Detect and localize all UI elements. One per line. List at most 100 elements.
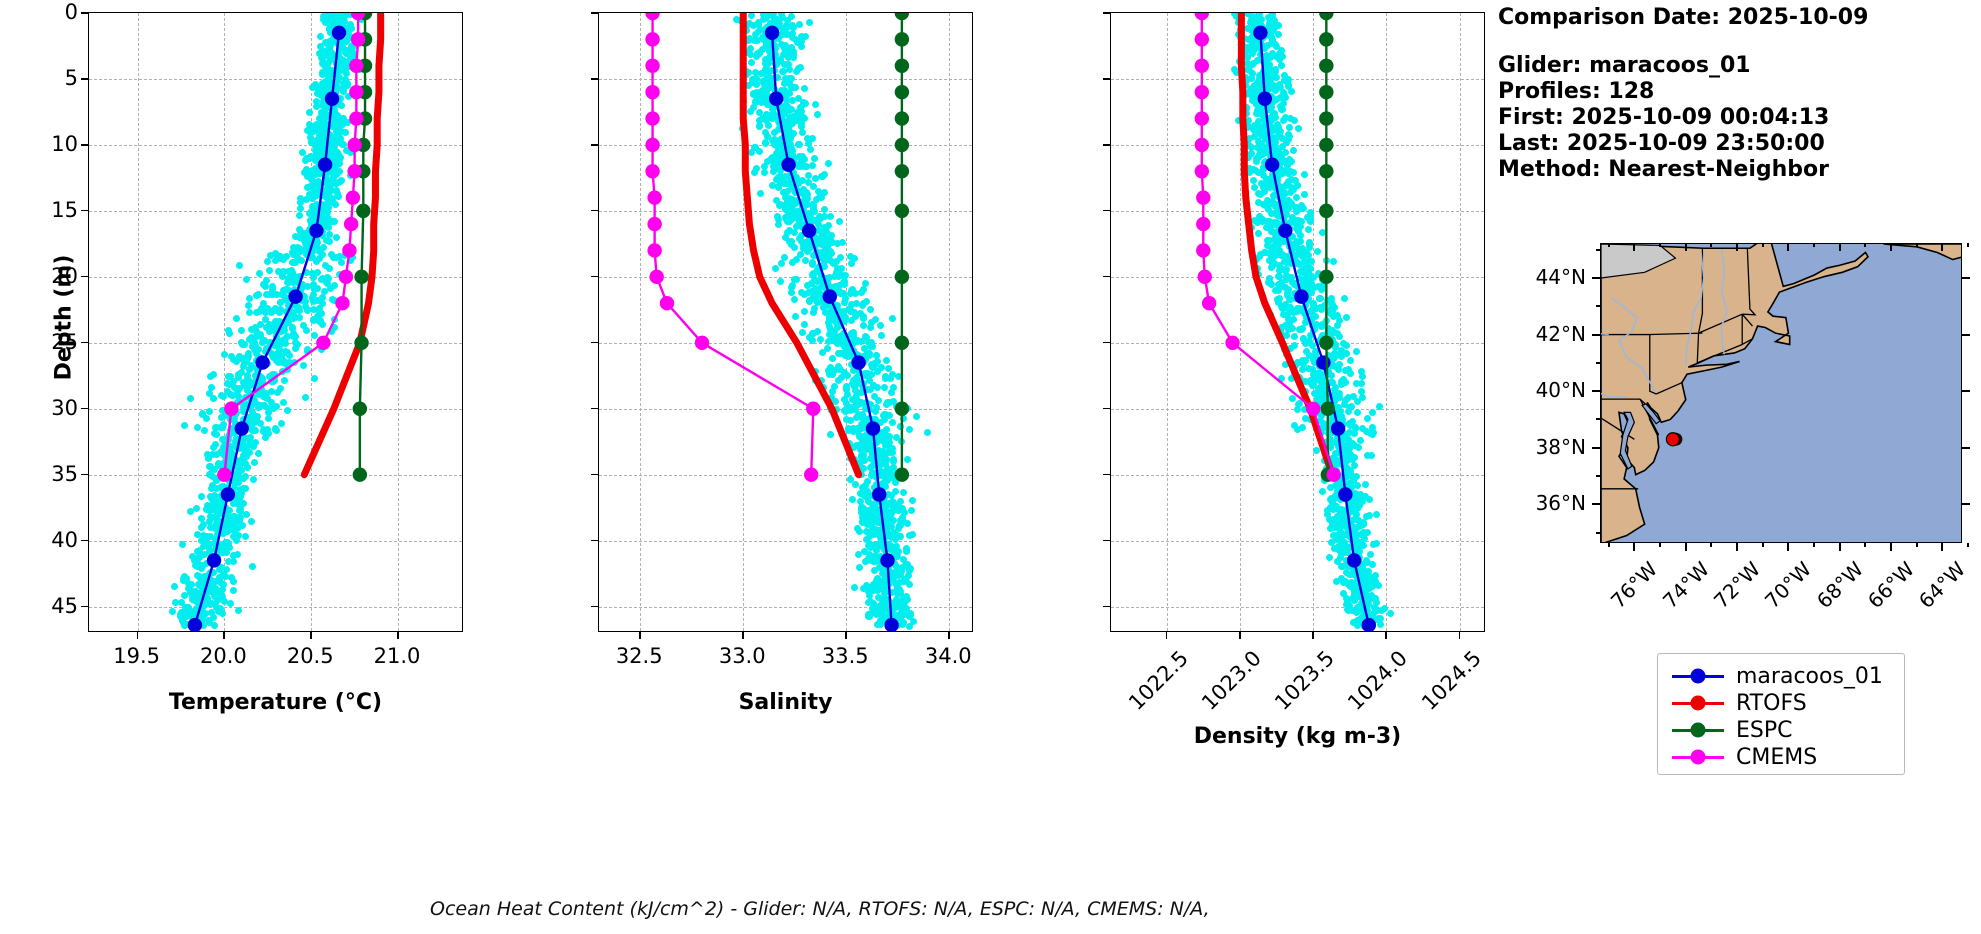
series-marker-maracoos_01 [781, 157, 796, 172]
depth-tick-label: 10 [51, 131, 78, 156]
series-marker-cmems [347, 137, 362, 153]
legend-label: CMEMS [1736, 745, 1818, 770]
map-lon-minor-tick [1915, 543, 1918, 547]
map-lon-tickmark [1787, 543, 1790, 551]
map-lon-tickmark [1890, 543, 1893, 551]
x-tickmark [1165, 632, 1168, 639]
legend-item-rtofs[interactable]: RTOFS [1672, 691, 1807, 716]
map-lon-minor-tick [1761, 543, 1764, 547]
y-tickmark [81, 407, 88, 410]
canada-region [1601, 244, 1677, 279]
state-border [1742, 248, 1757, 316]
gridline-horizontal [599, 474, 972, 476]
depth-tick-label: 0 [64, 0, 78, 24]
x-tick-label: 34.0 [924, 644, 972, 668]
series-marker-maracoos_01 [1338, 487, 1353, 502]
state-border [1649, 334, 1657, 395]
map-lat-label: 44°N [1535, 264, 1586, 289]
temperature-profile-axes [88, 12, 463, 632]
series-marker-cmems [1225, 335, 1240, 350]
series-marker-espc [1319, 58, 1334, 73]
map-lat-tickmark-right [1962, 503, 1970, 506]
map-lat-tickmark-right [1962, 276, 1970, 279]
series-marker-maracoos_01 [1278, 223, 1293, 238]
x-tickmark [845, 632, 847, 639]
y-tickmark [591, 539, 598, 542]
legend-line-swatch [1672, 749, 1724, 765]
map-lat-tickmark-right [1962, 390, 1970, 393]
series-marker-maracoos_01 [764, 25, 780, 40]
y-tickmark [81, 77, 88, 80]
temperature-profile-series-layer [187, 13, 385, 631]
map-lat-minor-tick [1596, 305, 1600, 308]
x-tickmark [397, 632, 399, 639]
map-lon-minor-tick-top [1761, 243, 1764, 247]
series-marker-cmems [350, 32, 366, 47]
y-tickmark [591, 209, 598, 212]
gridline-horizontal [89, 276, 462, 278]
map-lat-minor-tick [1596, 361, 1600, 364]
map-lon-label: 68°W [1811, 557, 1868, 614]
series-marker-espc [894, 203, 910, 219]
legend-item-cmems[interactable]: CMEMS [1672, 745, 1817, 770]
series-marker-maracoos_01 [220, 487, 236, 502]
series-marker-maracoos_01 [288, 289, 303, 304]
series-marker-cmems [1194, 32, 1210, 47]
x-tickmark [1238, 632, 1241, 639]
y-tickmark [1103, 539, 1110, 542]
series-marker-maracoos_01 [1330, 421, 1346, 436]
gridline-horizontal [89, 540, 462, 542]
series-marker-maracoos_01 [309, 223, 324, 238]
series-marker-espc [356, 203, 371, 219]
depth-tick-label: 25 [51, 329, 78, 354]
region-map [1600, 243, 1962, 543]
y-tickmark [81, 341, 88, 344]
series-marker-espc [1320, 401, 1335, 416]
map-lon-tickmark-top [1890, 243, 1893, 251]
series-marker-espc [894, 467, 910, 482]
series-marker-cmems [645, 32, 660, 47]
gridline-vertical [949, 13, 951, 631]
x-tick-label: 33.0 [718, 644, 766, 668]
salinity-profile-x-axis-title: Salinity [738, 690, 833, 715]
series-marker-cmems [645, 13, 660, 21]
series-marker-cmems [649, 269, 664, 285]
river [1610, 297, 1656, 392]
depth-tick-label: 30 [51, 395, 78, 420]
legend-item-espc[interactable]: ESPC [1672, 718, 1793, 743]
gridline-horizontal [89, 474, 462, 476]
map-lat-minor-tick [1596, 248, 1600, 251]
river [1684, 252, 1705, 366]
series-marker-espc [894, 137, 910, 153]
series-marker-cmems [1194, 111, 1210, 126]
salinity-profile-axes [598, 12, 973, 632]
x-tickmark [639, 632, 641, 639]
density-profile-axes [1110, 12, 1485, 632]
gridline-vertical [1386, 13, 1388, 631]
salinity-profile-series-layer [645, 13, 910, 631]
series-line-maracoos_01 [1259, 31, 1371, 627]
map-lat-label: 38°N [1535, 434, 1586, 459]
series-marker-espc [352, 467, 368, 482]
river [1601, 392, 1627, 398]
series-marker-maracoos_01 [1294, 289, 1309, 304]
y-tickmark [591, 12, 598, 14]
series-marker-espc [894, 13, 910, 21]
legend-line-swatch [1672, 695, 1724, 711]
series-marker-cmems [224, 401, 239, 416]
series-marker-cmems [659, 296, 675, 311]
y-tickmark [81, 539, 88, 542]
map-lon-minor-tick [1864, 543, 1867, 547]
gridline-vertical [1166, 13, 1168, 631]
x-tickmark [310, 632, 312, 639]
legend-line-swatch [1672, 722, 1724, 738]
map-lon-tickmark [1736, 543, 1739, 551]
state-border [1655, 382, 1683, 395]
map-lon-minor-tick-top [1710, 243, 1713, 247]
map-lon-minor-tick-top [1813, 243, 1816, 247]
series-marker-maracoos_01 [880, 553, 895, 568]
legend-item-maracoos_01[interactable]: maracoos_01 [1672, 664, 1883, 689]
